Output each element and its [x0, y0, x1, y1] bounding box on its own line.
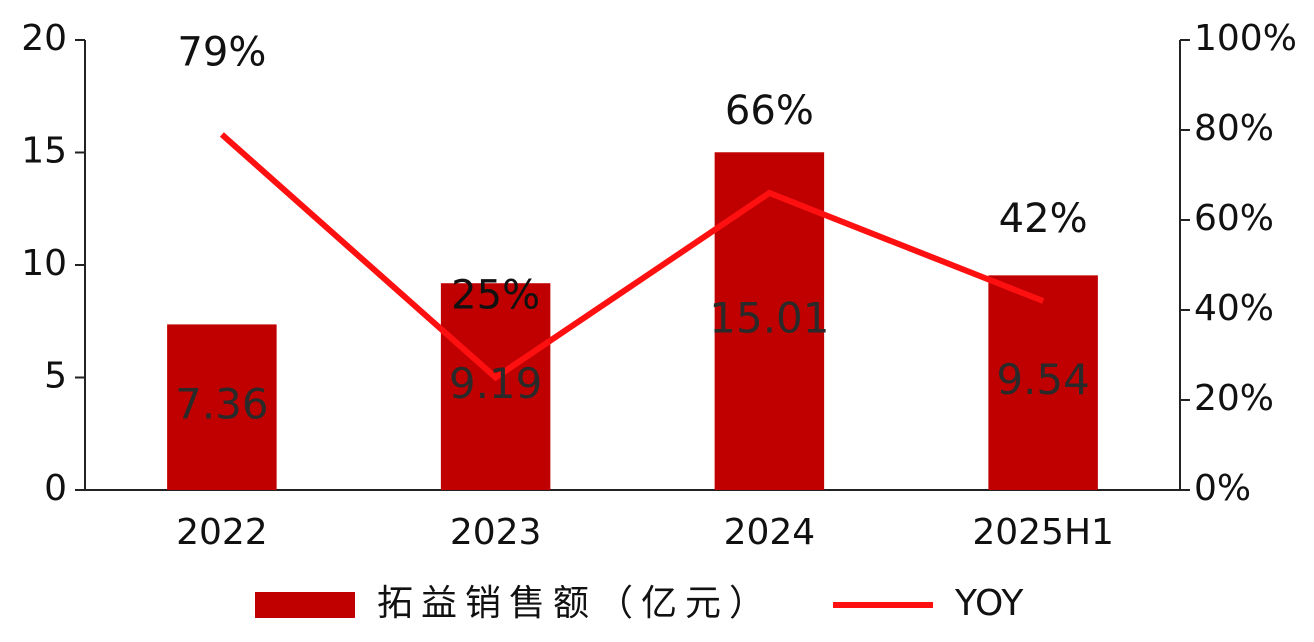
- y2-tick-label: 20%: [1194, 378, 1274, 419]
- line-value-label: 25%: [451, 273, 540, 319]
- line: [219, 132, 1045, 382]
- y2-tick-label: 100%: [1194, 18, 1297, 59]
- bar-value-label: 9.54: [996, 355, 1090, 404]
- y-tick-label: 0: [44, 468, 67, 509]
- y-tick-label: 20: [21, 18, 67, 59]
- y-tick-label: 5: [44, 356, 67, 397]
- bar: [167, 324, 277, 490]
- y-tick-label: 10: [21, 243, 67, 284]
- line-value-label: 79%: [177, 30, 266, 76]
- line-value-label: 66%: [725, 88, 814, 134]
- bar-value-label: 9.19: [449, 359, 543, 408]
- bar: [440, 283, 551, 490]
- y2-tick-label: 80%: [1194, 108, 1274, 149]
- bar-value-label: 7.36: [175, 380, 269, 429]
- legend-label: 拓益销售额（亿元）: [377, 583, 773, 624]
- y2-tick-label: 0%: [1194, 468, 1251, 509]
- y2-tick-label: 40%: [1194, 288, 1274, 329]
- x-tick-label: 2023: [450, 512, 542, 553]
- x-tick-label: 2024: [724, 512, 816, 553]
- x-tick-label: 2025H1: [972, 512, 1114, 553]
- bar-value-label: 15.01: [709, 294, 829, 343]
- bar: [988, 275, 1098, 490]
- line-value-label: 42%: [999, 196, 1088, 242]
- y2-tick-label: 60%: [1194, 198, 1274, 239]
- legend-swatch: [255, 592, 355, 618]
- legend-label: YOY: [954, 583, 1024, 624]
- x-tick-label: 2022: [176, 512, 268, 553]
- y-tick-label: 15: [21, 131, 67, 172]
